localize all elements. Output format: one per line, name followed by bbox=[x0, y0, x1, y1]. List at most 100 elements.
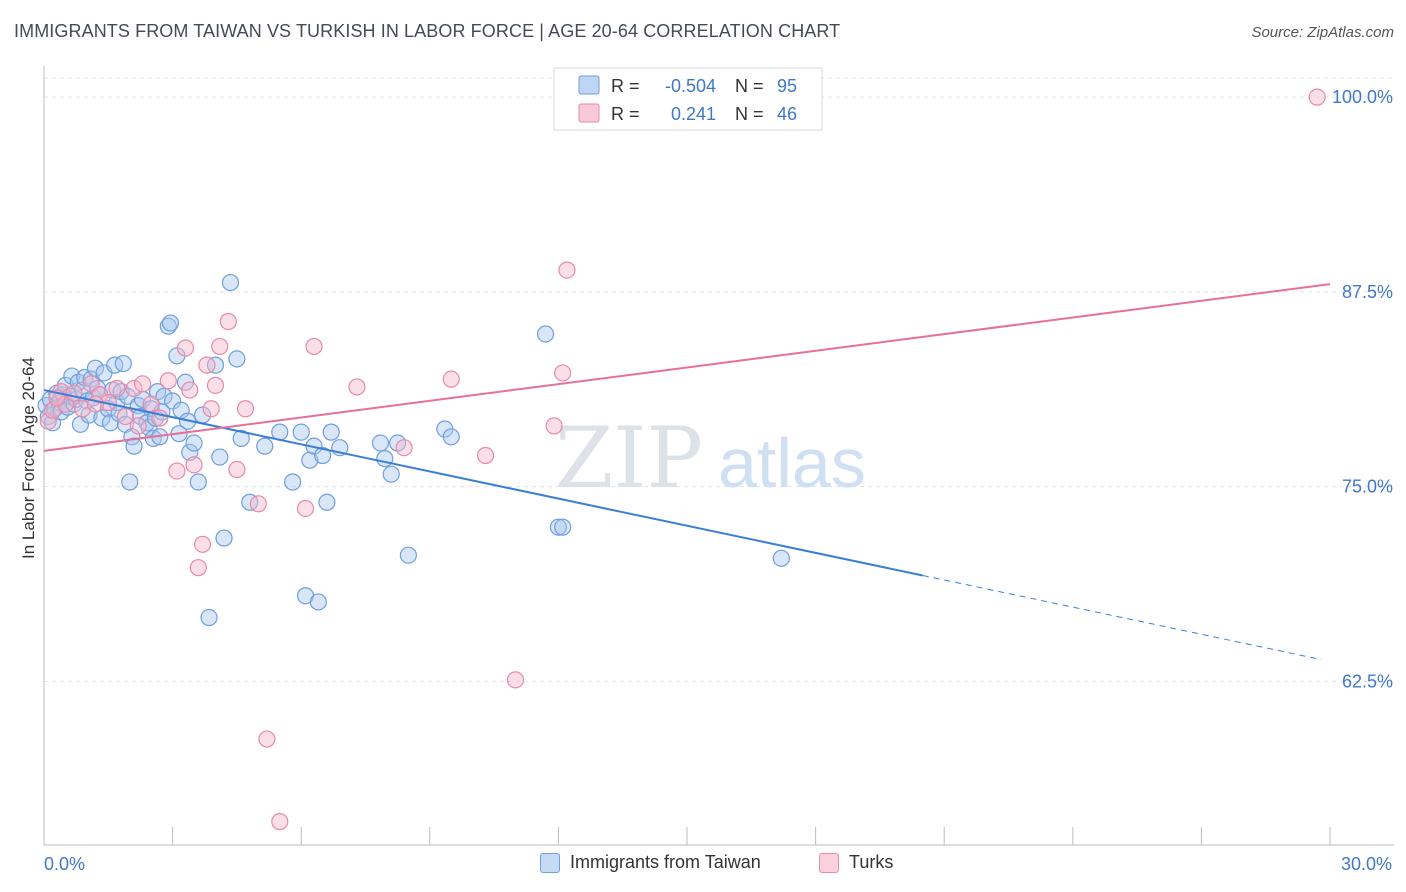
point-taiwan bbox=[536, 325, 555, 343]
point-taiwan bbox=[376, 450, 394, 468]
legend-r-label-taiwan: R = bbox=[611, 76, 640, 96]
point-turks bbox=[476, 446, 495, 465]
point-taiwan bbox=[382, 465, 400, 483]
point-turks bbox=[236, 400, 255, 418]
x-tick-label: 0.0% bbox=[44, 854, 85, 874]
point-taiwan bbox=[159, 317, 177, 335]
point-turks bbox=[116, 407, 135, 426]
point-turks bbox=[206, 376, 225, 394]
point-taiwan bbox=[549, 518, 568, 536]
point-taiwan bbox=[185, 434, 203, 452]
point-turks bbox=[181, 381, 199, 399]
point-taiwan bbox=[228, 350, 246, 368]
legend-r-value-turks: 0.241 bbox=[671, 104, 716, 124]
point-taiwan bbox=[211, 448, 229, 466]
point-taiwan bbox=[93, 409, 111, 427]
point-turks bbox=[159, 372, 177, 390]
y-tick-label: 87.5% bbox=[1342, 282, 1393, 302]
legend-swatch-turks bbox=[578, 103, 600, 123]
legend-top: R = -0.504 N = 95 R = 0.241 N = 46 bbox=[553, 67, 823, 131]
point-turks bbox=[296, 499, 315, 518]
point-turks bbox=[108, 379, 126, 398]
point-turks bbox=[189, 559, 207, 577]
point-taiwan bbox=[164, 392, 182, 410]
point-taiwan bbox=[322, 423, 340, 441]
watermark-atlas: atlas bbox=[718, 424, 866, 502]
point-taiwan bbox=[314, 446, 332, 465]
axes bbox=[43, 66, 1394, 846]
chart-title: IMMIGRANTS FROM TAIWAN VS TURKISH IN LAB… bbox=[14, 21, 841, 41]
legend-label-turks: Turks bbox=[849, 852, 894, 872]
point-turks bbox=[168, 462, 186, 480]
point-taiwan bbox=[371, 434, 390, 452]
x-tick-label: 30.0% bbox=[1341, 854, 1392, 874]
legend-item-taiwan: Immigrants from Taiwan bbox=[540, 852, 761, 873]
point-turks bbox=[73, 400, 92, 418]
point-turks bbox=[228, 460, 246, 479]
point-taiwan bbox=[284, 473, 302, 491]
point-taiwan bbox=[189, 473, 207, 491]
point-turks bbox=[305, 337, 323, 356]
trend-lines bbox=[43, 283, 1331, 661]
point-taiwan bbox=[155, 387, 173, 405]
point-taiwan bbox=[200, 608, 218, 627]
legend-r-value-taiwan: -0.504 bbox=[665, 76, 716, 96]
point-taiwan bbox=[80, 406, 98, 424]
point-taiwan bbox=[256, 437, 274, 455]
y-tick-label: 75.0% bbox=[1342, 477, 1393, 497]
legend-n-label-taiwan: N = bbox=[735, 76, 764, 96]
legend-swatch-turks-bottom bbox=[819, 852, 839, 873]
legend-swatch-taiwan-bottom bbox=[540, 852, 560, 873]
legend-bottom: Immigrants from Taiwan Turks bbox=[0, 852, 1406, 878]
point-taiwan bbox=[161, 314, 180, 332]
series-turks-points bbox=[39, 88, 1326, 831]
point-turks bbox=[65, 384, 83, 402]
legend-n-value-taiwan: 95 bbox=[777, 76, 797, 96]
point-taiwan bbox=[86, 359, 105, 377]
point-turks bbox=[506, 671, 525, 689]
y-axis-label: In Labor Force | Age 20-64 bbox=[19, 357, 38, 559]
point-taiwan bbox=[292, 423, 310, 441]
legend-r-label-turks: R = bbox=[611, 104, 640, 124]
point-turks bbox=[558, 261, 576, 279]
point-taiwan bbox=[554, 518, 572, 536]
point-taiwan bbox=[176, 373, 195, 391]
point-turks bbox=[249, 495, 267, 513]
point-turks bbox=[271, 813, 289, 831]
point-taiwan bbox=[215, 529, 233, 547]
y-tick-label: 100.0% bbox=[1332, 87, 1393, 107]
point-taiwan bbox=[318, 493, 336, 511]
point-taiwan bbox=[241, 493, 259, 511]
legend-n-label-turks: N = bbox=[735, 104, 764, 124]
source-label: Source: ZipAtlas.com bbox=[1251, 24, 1394, 41]
point-taiwan bbox=[232, 429, 250, 447]
point-turks bbox=[198, 356, 216, 374]
watermark-zip: ZIP bbox=[555, 409, 703, 507]
legend-n-value-turks: 46 bbox=[777, 104, 797, 124]
point-turks bbox=[202, 400, 220, 418]
y-tick-label: 62.5% bbox=[1342, 671, 1393, 691]
point-turks bbox=[86, 395, 105, 413]
point-taiwan bbox=[106, 356, 124, 374]
point-taiwan bbox=[221, 273, 240, 292]
watermark: ZIP atlas bbox=[555, 409, 866, 507]
point-turks bbox=[348, 378, 366, 396]
trend-line-taiwan bbox=[43, 389, 923, 577]
point-taiwan bbox=[121, 473, 139, 491]
point-turks bbox=[258, 730, 276, 748]
point-turks bbox=[554, 364, 572, 382]
point-taiwan bbox=[101, 414, 120, 432]
point-taiwan bbox=[63, 367, 81, 385]
point-turks bbox=[39, 412, 57, 430]
legend-label-taiwan: Immigrants from Taiwan bbox=[570, 852, 761, 872]
point-turks bbox=[129, 417, 147, 435]
point-turks bbox=[194, 535, 212, 553]
point-turks bbox=[219, 312, 237, 331]
legend-item-turks: Turks bbox=[819, 852, 893, 873]
point-turks bbox=[185, 456, 203, 474]
tick-labels: 100.0% 87.5% 75.0% 62.5% 0.0% 30.0% bbox=[44, 87, 1393, 874]
point-turks bbox=[133, 375, 152, 393]
point-turks bbox=[1308, 88, 1326, 106]
point-taiwan bbox=[399, 546, 417, 564]
